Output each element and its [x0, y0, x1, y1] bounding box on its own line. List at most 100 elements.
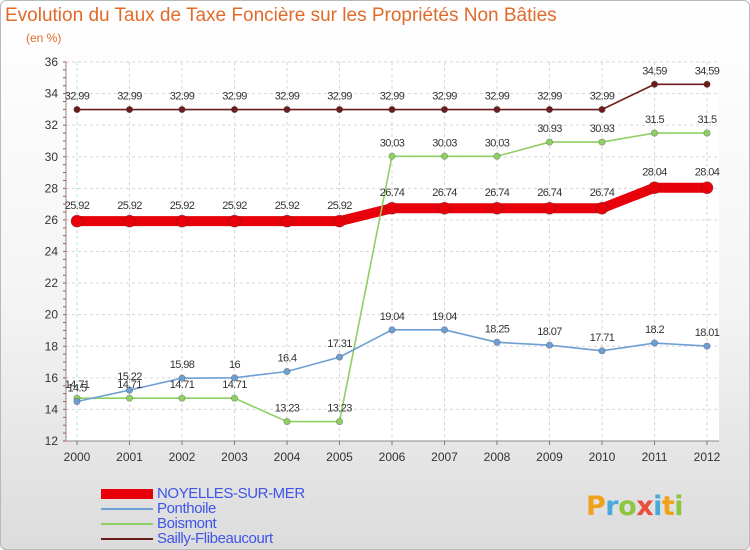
data-label: 26.74: [590, 187, 615, 199]
data-label: 13.23: [275, 403, 300, 415]
x-tick-label: 2010: [589, 450, 616, 464]
data-label: 18.2: [645, 324, 664, 336]
data-label: 17.71: [590, 332, 615, 344]
y-tick-label: 32: [45, 118, 59, 132]
logo-letter: o: [618, 491, 637, 522]
series-point: [175, 214, 189, 228]
x-tick-label: 2006: [379, 450, 406, 464]
series-point: [280, 214, 294, 228]
series-point: [283, 417, 291, 426]
series-point: [545, 105, 554, 114]
data-label: 28.04: [642, 167, 667, 179]
series-point: [335, 417, 344, 426]
y-tick-label: 28: [45, 181, 59, 195]
y-tick-label: 34: [45, 87, 59, 101]
series-point: [125, 105, 134, 114]
x-tick-label: 2012: [694, 450, 721, 464]
data-label: 32.99: [380, 91, 405, 103]
series-point: [230, 374, 239, 382]
chart-title: Evolution du Taux de Taxe Foncière sur l…: [5, 5, 557, 26]
x-tick-label: 2001: [116, 450, 143, 464]
series-point: [650, 80, 659, 88]
x-tick-label: 2004: [274, 450, 301, 464]
legend-label: Sailly-Flibeaucourt: [157, 530, 273, 547]
series-point: [178, 374, 186, 382]
series-point: [598, 138, 606, 146]
data-label: 30.03: [380, 137, 405, 149]
data-label: 32.99: [275, 91, 300, 103]
series-point: [440, 326, 449, 334]
data-label: 14.71: [170, 379, 195, 391]
series-point: [283, 105, 291, 114]
logo-letter: i: [674, 491, 684, 522]
data-label: 14.5: [67, 383, 86, 395]
data-label: 32.99: [327, 91, 352, 103]
series-point: [70, 214, 84, 228]
data-label: 31.5: [697, 114, 716, 126]
series-point: [228, 214, 241, 228]
data-label: 13.23: [327, 403, 352, 415]
series-point: [388, 326, 396, 334]
data-label: 34.59: [695, 65, 720, 77]
series-point: [493, 338, 501, 346]
legend-swatch: [101, 523, 153, 525]
y-tick-label: 20: [45, 308, 59, 322]
data-label: 18.07: [537, 326, 562, 338]
data-label: 26.74: [537, 187, 562, 199]
series-point: [545, 138, 554, 146]
data-label: 15.22: [117, 371, 142, 383]
data-label: 32.99: [170, 91, 195, 103]
series-point: [700, 181, 714, 195]
y-tick-label: 26: [45, 213, 59, 227]
x-tick-label: 2009: [536, 450, 563, 464]
data-label: 30.03: [485, 137, 510, 149]
x-tick-label: 2002: [169, 450, 196, 464]
data-label: 14.71: [117, 379, 142, 391]
series-point: [283, 367, 291, 376]
series-point: [598, 105, 606, 114]
x-tick-label: 2008: [484, 450, 511, 464]
data-label: 25.92: [170, 200, 195, 212]
proxiti-logo: Proxiti: [586, 491, 684, 522]
y-tick-label: 12: [45, 434, 59, 448]
logo-letter: x: [636, 491, 654, 522]
data-label: 26.74: [432, 187, 457, 199]
data-label: 25.92: [65, 200, 90, 212]
series-point: [333, 214, 346, 228]
series-point: [125, 394, 134, 402]
series-point: [73, 397, 81, 406]
data-label: 32.99: [117, 91, 142, 103]
y-axis-unit-label: (en %): [26, 31, 62, 45]
data-label: 32.99: [485, 91, 510, 103]
logo-letter: P: [586, 491, 606, 522]
y-tick-label: 30: [45, 150, 59, 164]
data-label: 25.92: [117, 200, 142, 212]
y-tick-label: 24: [45, 245, 59, 259]
data-label: 18.01: [695, 327, 720, 339]
series-point: [490, 201, 504, 215]
series-point: [73, 105, 81, 114]
y-tick-label: 14: [45, 402, 59, 416]
data-label: 17.31: [327, 338, 352, 350]
legend-swatch: [101, 489, 153, 499]
data-label: 16: [229, 359, 241, 371]
logo-letter: i: [653, 491, 662, 522]
data-label: 15.98: [170, 359, 195, 371]
data-label: 26.74: [485, 187, 510, 199]
series-point: [650, 129, 659, 137]
series-point: [703, 129, 711, 137]
series-point: [493, 152, 501, 160]
data-label: 25.92: [222, 200, 247, 212]
series-point: [703, 80, 711, 88]
data-label: 14.71: [65, 379, 90, 391]
series-point: [388, 152, 396, 160]
series-point: [543, 201, 556, 215]
data-label: 30.93: [590, 123, 615, 135]
series-point: [125, 386, 134, 394]
data-label: 32.99: [65, 91, 90, 103]
logo-letter: t: [661, 491, 675, 522]
series-point: [440, 105, 449, 114]
series-point: [493, 105, 501, 114]
